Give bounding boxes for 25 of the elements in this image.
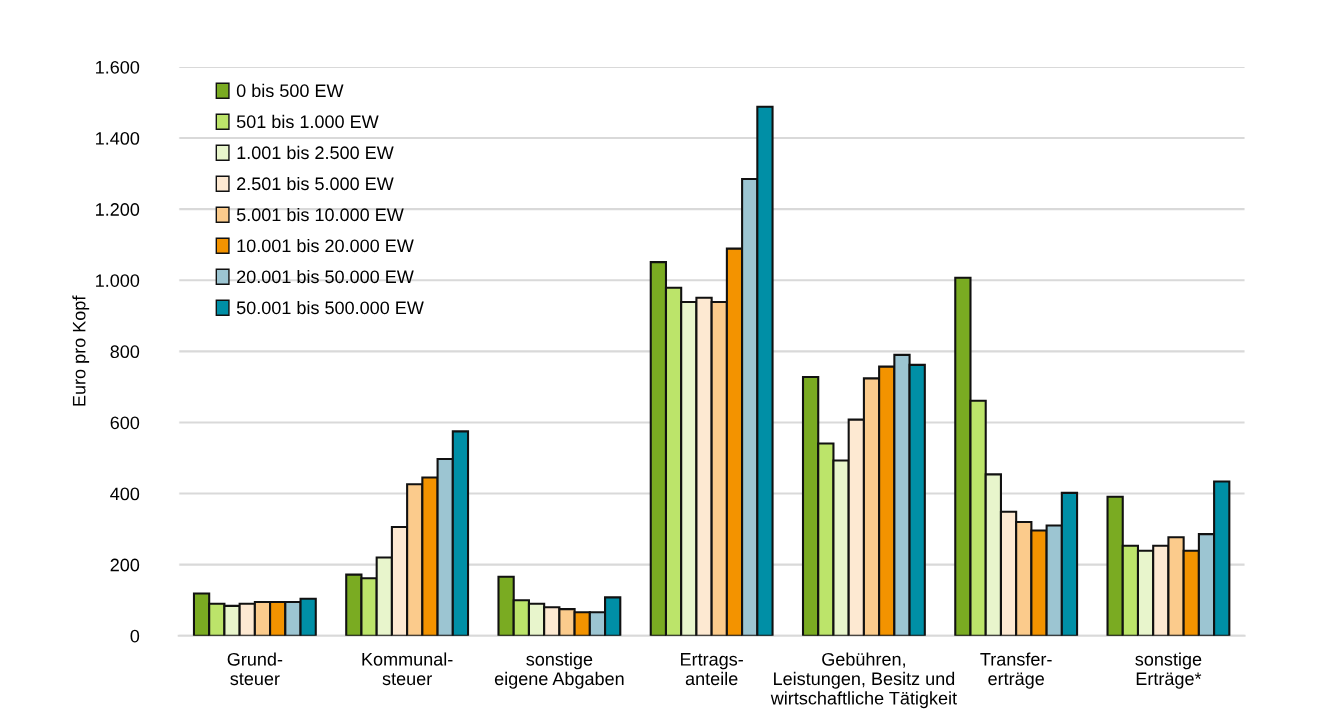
y-tick-label: 1.600: [96, 60, 140, 74]
y-tick-label: 600: [110, 416, 140, 430]
x-tick-label: Gebühren, Leistungen, Besitz und wirtschaftliche Tätigkeit: [770, 652, 957, 709]
x-tick-label: Transfer- erträge: [980, 652, 1052, 689]
x-tick-label: sonstige eigene Abgaben: [494, 652, 624, 689]
x-tick-label: Grund- steuer: [227, 652, 283, 686]
legend-label: 20.001 bis 50.000 EW: [237, 269, 414, 284]
y-tick-label: 1.400: [96, 131, 140, 145]
y-tick-label: 200: [110, 558, 140, 572]
y-tick-label: 0: [130, 629, 140, 643]
x-tick-label: Kommunal- steuer: [362, 652, 453, 686]
legend-label: 50.001 bis 500.000 EW: [236, 300, 424, 315]
legend-label: 10.001 bis 20.000 EW: [237, 238, 414, 253]
x-tick-label: Ertrags- anteile: [681, 653, 743, 686]
legend-label: 5.001 bis 10.000 EW: [236, 207, 404, 222]
y-tick-label: 1.000: [96, 274, 140, 287]
legend-label: 0 bis 500 EW: [236, 83, 344, 98]
legend-label: 501 bis 1.000 EW: [236, 114, 379, 129]
y-tick-label: 1.200: [96, 203, 140, 216]
x-tick-label: sonstige Erträge*: [1135, 652, 1202, 689]
y-axis-title: Euro pro Kopf: [72, 295, 90, 406]
legend-label: 1.001 bis 2.500 EW: [237, 145, 394, 160]
y-tick-label: 400: [110, 487, 140, 501]
legend-label: 2.501 bis 5.000 EW: [237, 176, 394, 191]
y-tick-label: 800: [110, 345, 140, 359]
